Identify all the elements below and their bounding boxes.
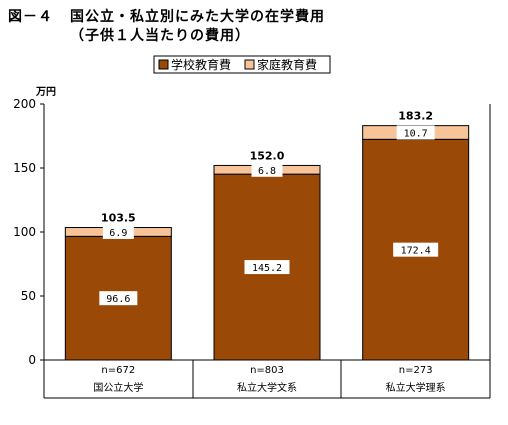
value-label-bg-school xyxy=(244,260,290,275)
value-label-school: 172.4 xyxy=(401,246,431,257)
y-tick-label: 100 xyxy=(13,225,36,239)
legend-swatch-school xyxy=(158,59,169,70)
legend-label-school: 学校教育費 xyxy=(171,57,231,72)
value-label-home: 6.8 xyxy=(258,166,276,177)
legend: 学校教育費 家庭教育費 xyxy=(153,55,331,74)
sample-size-label: n=672 xyxy=(101,365,135,376)
bars: 96.6 6.9 103.5 n=672 国公立大学 145.2 6.8 152.0 n=803… xyxy=(64,110,470,394)
y-tick-label: 0 xyxy=(28,353,36,367)
total-label: 152.0 xyxy=(250,149,285,162)
total-label: 183.2 xyxy=(398,110,433,123)
y-axis: 0 50 100 150 200 xyxy=(13,97,44,367)
chart-subtitle: （子供１人当たりの費用） xyxy=(70,28,250,44)
total-label: 103.5 xyxy=(101,212,136,225)
value-label-bg-home xyxy=(396,125,435,140)
category-label: 国公立大学 xyxy=(93,381,143,394)
category-table xyxy=(43,360,491,399)
sample-size-label: n=273 xyxy=(399,365,433,376)
value-label-school: 145.2 xyxy=(252,263,282,274)
figure-label: 図－４ xyxy=(8,9,53,25)
value-label-bg-school xyxy=(99,291,138,306)
y-tick-label: 150 xyxy=(13,161,36,175)
sample-size-label: n=803 xyxy=(250,365,284,376)
value-label-bg-home xyxy=(102,224,134,239)
legend-box xyxy=(153,55,331,74)
value-label-school: 96.6 xyxy=(106,294,130,305)
y-tick-label: 50 xyxy=(21,289,36,303)
chart-title: 国公立・私立別にみた大学の在学費用 xyxy=(70,9,325,25)
value-label-home: 10.7 xyxy=(404,128,428,139)
y-tick-label: 200 xyxy=(13,97,36,111)
category-label: 私立大学理系 xyxy=(386,381,446,394)
value-label-home: 6.9 xyxy=(109,228,127,239)
category-label: 私立大学文系 xyxy=(237,381,297,394)
y-axis-unit: 万円 xyxy=(35,86,56,98)
legend-label-home: 家庭教育費 xyxy=(257,57,317,72)
value-label-bg-home xyxy=(251,162,283,177)
legend-swatch-home xyxy=(244,59,255,70)
value-label-bg-school xyxy=(393,242,439,257)
